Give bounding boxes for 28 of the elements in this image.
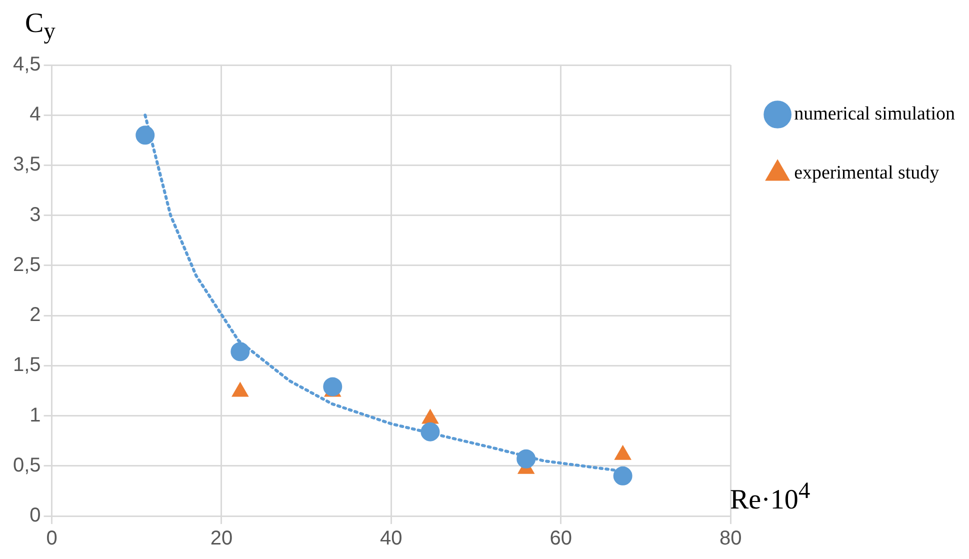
- point: [516, 449, 536, 468]
- y-tick-label: 0,5: [12, 454, 41, 476]
- x-tick-label: 60: [550, 528, 572, 550]
- point: [422, 409, 439, 424]
- y-tick-label: 3: [30, 204, 41, 226]
- point: [232, 382, 248, 397]
- y-tick-label: 4,5: [12, 54, 41, 76]
- point: [420, 422, 440, 442]
- y-tick-label: 2: [30, 304, 41, 326]
- point: [230, 342, 250, 362]
- point: [614, 445, 632, 460]
- point: [613, 466, 632, 486]
- legend-label: experimental study: [794, 162, 940, 184]
- point: [323, 377, 342, 396]
- x-tick-label: 80: [719, 528, 742, 550]
- y-tick-label: 4: [30, 104, 41, 126]
- y-tick-label: 1,5: [12, 354, 41, 376]
- point: [136, 126, 155, 145]
- y-tick-label: 3,5: [12, 154, 41, 176]
- y-tick-label: 1: [30, 404, 41, 426]
- legend-label: numerical simulation: [794, 103, 956, 124]
- x-tick-label: 20: [210, 528, 233, 550]
- y-tick-label: 2,5: [12, 254, 41, 276]
- x-tick-label: 0: [46, 528, 58, 550]
- y-tick-label: 0: [30, 504, 41, 527]
- x-axis-title: Re·10$^{4}$: [730, 478, 810, 516]
- x-tick-label: 40: [380, 528, 402, 550]
- y-axis-title: C$_{y}$: [25, 8, 56, 46]
